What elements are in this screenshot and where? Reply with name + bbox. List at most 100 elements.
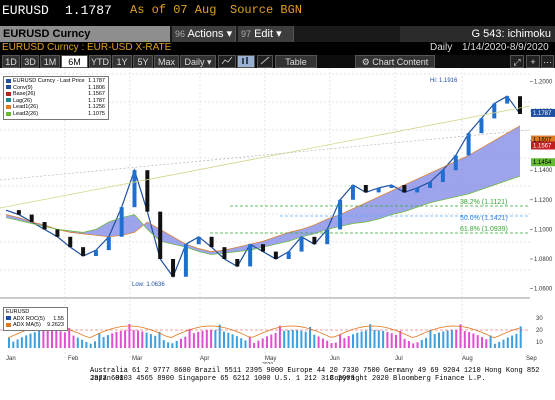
candle [325, 229, 330, 245]
settings-icon[interactable]: ⋯ [541, 55, 554, 68]
adx-bar [266, 336, 268, 348]
ticker[interactable]: EURUSD [2, 3, 49, 18]
footer-contacts-1: Australia 61 2 9777 8600 Brazil 5511 239… [90, 367, 540, 383]
actions-number: 96 [175, 29, 186, 39]
adx-bar [29, 333, 32, 348]
candle [350, 185, 355, 200]
adx-bar [515, 333, 518, 348]
chart-legend[interactable]: EURUSD Curncy - Last Price 1.1787 Conv(9)… [3, 76, 109, 120]
adx-bar [403, 338, 406, 348]
gear-icon: ⚙ [361, 57, 370, 67]
edit-menu[interactable]: 97 Edit ▾ [238, 26, 294, 42]
chart-content-label: Chart Content [372, 57, 429, 67]
candle [376, 187, 381, 193]
adx-bar [68, 327, 71, 348]
adx-bar [63, 332, 66, 348]
adx-bar [321, 338, 324, 348]
adx-bar [313, 334, 316, 348]
adx-bar [235, 336, 238, 348]
candle [415, 187, 420, 193]
period-6m-button[interactable]: 6M [61, 55, 88, 68]
adx-bar [20, 337, 23, 348]
period-1d-button[interactable]: 1D [2, 55, 20, 68]
fullscreen-icon[interactable]: ⤢ [510, 55, 524, 68]
adx-bar [171, 343, 174, 348]
legend-name: Conv(9) [13, 84, 33, 91]
price-label-box [531, 135, 555, 144]
adx-bar [377, 330, 380, 348]
adx-bar [94, 341, 96, 348]
adx-bar [511, 335, 514, 348]
period-ytd-button[interactable]: YTD [89, 55, 111, 68]
x-tick-label: Aug [462, 356, 473, 362]
candle [299, 236, 304, 252]
lower-legend[interactable]: EURUSD ADX ROC(5) 1.55 ADX MA(5) 9.2623 [3, 307, 68, 331]
candle [132, 170, 137, 208]
adx-bar [519, 326, 522, 348]
adx-bar [55, 330, 58, 348]
legend-swatch [6, 85, 11, 90]
legend-row: Conv(9) 1.1806 [6, 85, 106, 92]
adx-bar [369, 324, 372, 348]
adx-bar [180, 338, 182, 348]
y-tick-label: 1.1400 [534, 168, 553, 174]
candle [119, 207, 124, 237]
date-range[interactable]: 1/14/2020-8/9/2020 [462, 42, 549, 53]
adx-bar [188, 328, 191, 348]
candle [492, 103, 497, 119]
draw-tool-icon[interactable] [257, 55, 273, 68]
zoom-icon[interactable]: + [526, 55, 540, 68]
last-price: 1.1787 [65, 3, 112, 18]
y-tick-label: 1.1200 [534, 198, 553, 204]
adx-bar [257, 340, 260, 348]
pricing-source[interactable]: Source BGN [230, 3, 303, 17]
legend-row: Lead1(26) 1.1256 [6, 104, 106, 111]
period-1y-button[interactable]: 1Y [112, 55, 132, 68]
adx-bar [124, 330, 127, 348]
adx-bar [244, 340, 247, 348]
legend-value: 1.1256 [88, 104, 105, 111]
adx-bar [16, 339, 19, 348]
price-chart[interactable]: 38.2% (1.1121) 50.0% (1.1421) 61.8% (1.0… [0, 68, 555, 364]
chart-area[interactable]: 38.2% (1.1121) 50.0% (1.1421) 61.8% (1.0… [0, 68, 555, 400]
period-3d-button[interactable]: 3D [21, 55, 39, 68]
adx-ma-line [7, 325, 520, 339]
legend-row: EURUSD Curncy - Last Price 1.1787 [6, 78, 106, 85]
adx-bar [493, 343, 496, 348]
bar-style-icon[interactable] [237, 55, 255, 68]
period-1m-button[interactable]: 1M [40, 55, 60, 68]
chart-content-button[interactable]: ⚙ Chart Content [355, 55, 435, 68]
y-tick-label: 1.1000 [534, 227, 553, 233]
legend-value: 1.1787 [88, 78, 105, 84]
candle [55, 229, 60, 237]
actions-menu[interactable]: 96 Actions ▾ [172, 26, 236, 42]
adx-bar [8, 338, 10, 348]
adx-bar [347, 336, 350, 348]
cloud-area [6, 125, 520, 255]
adx-bar [145, 332, 148, 348]
adx-bar [386, 331, 389, 348]
adx-bar [278, 325, 281, 348]
period-max-button[interactable]: Max [154, 55, 179, 68]
candle [235, 259, 240, 267]
legend-row: ADX ROC(5) 1.55 [6, 316, 65, 323]
adx-bar [283, 330, 286, 348]
table-button[interactable]: Table [275, 55, 317, 68]
adx-bar [248, 336, 251, 348]
frequency-dropdown[interactable]: Daily ▾ [180, 55, 216, 68]
adx-bar [498, 341, 501, 348]
candle [273, 251, 278, 259]
candle [479, 118, 484, 134]
period-5y-button[interactable]: 5Y [133, 55, 153, 68]
legend-name: ADX MA(5) [13, 322, 41, 329]
chart-template-name[interactable]: G 543: ichimoku [400, 26, 555, 42]
adx-bar [210, 330, 213, 348]
adx-bar [158, 331, 161, 348]
fib-label-618: 61.8% (1.0939) [460, 226, 508, 233]
adx-bar [300, 330, 303, 348]
legend-name: Base(26) [13, 91, 36, 98]
adx-bar [429, 329, 432, 348]
chart-style-icon[interactable] [218, 55, 236, 68]
y-tick-label: 1.2000 [534, 79, 553, 85]
security-field[interactable]: EURUSD Curncy [0, 26, 170, 42]
